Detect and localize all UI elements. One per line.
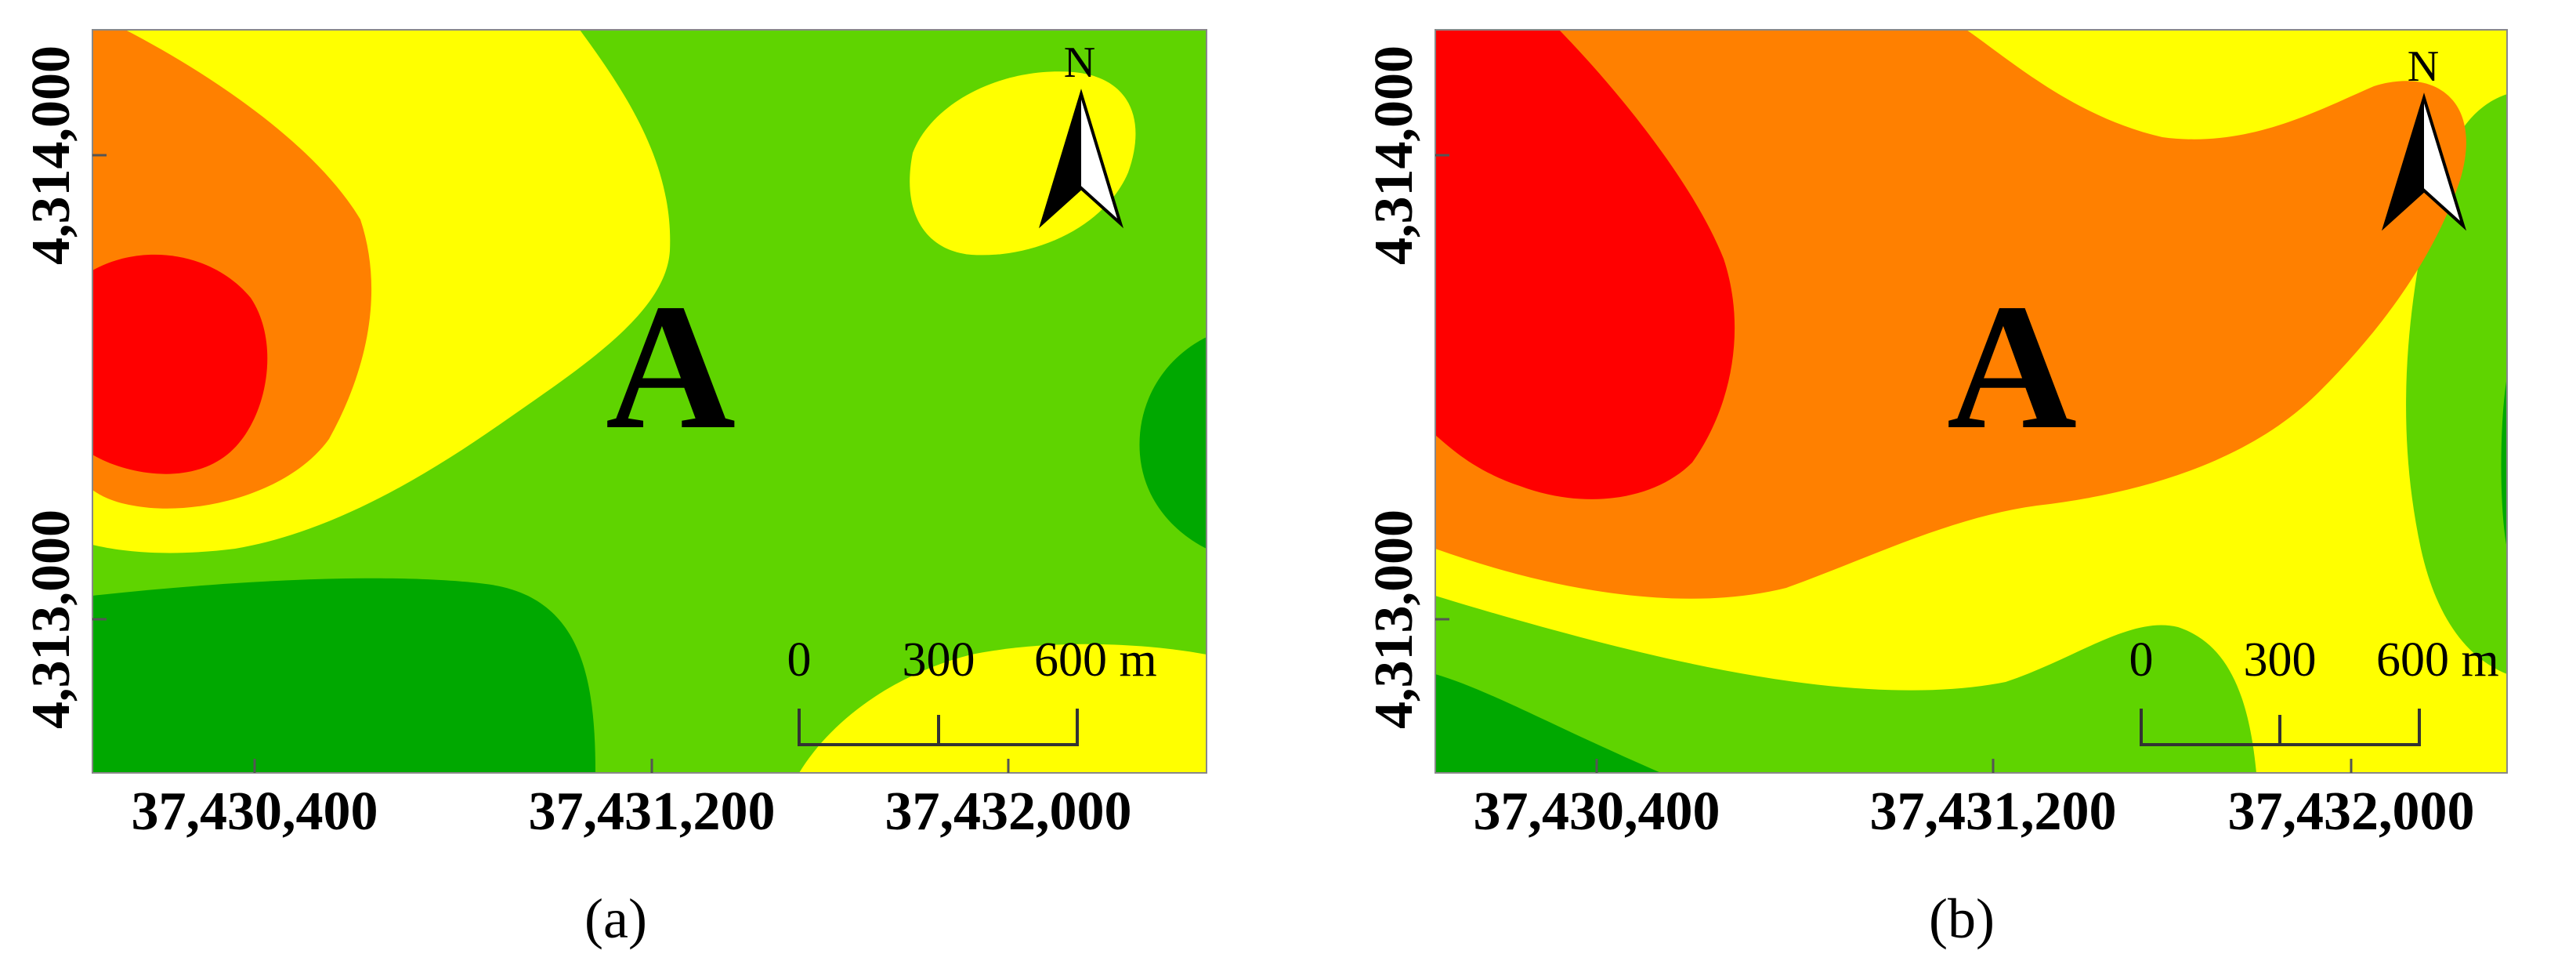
x-tick-label: 37,431,200 — [529, 781, 776, 842]
panel-a-x-ticks — [253, 759, 1010, 773]
zone-dark-green-right — [2501, 376, 2507, 549]
x-tick-label: 37,432,000 — [885, 781, 1132, 842]
panel-a-y-ticks — [92, 154, 107, 621]
zone-red — [92, 254, 268, 474]
y-tick-label: 4,314,000 — [21, 45, 81, 265]
zone-dark-green-right — [1139, 337, 1207, 549]
scale-bar: 0 300 600 m — [787, 633, 1157, 746]
north-arrow: N — [2381, 42, 2467, 231]
scale-label: 300 — [2244, 633, 2317, 687]
zone-dark-green-bottom — [92, 578, 595, 773]
panel-a-frame — [92, 29, 1207, 774]
panel-b: 37,430,400 37,431,200 37,432,000 4,314,0… — [1364, 29, 2508, 950]
site-label: A — [606, 267, 736, 466]
scale-bar-line — [798, 709, 1079, 746]
scale-bar-line — [2140, 709, 2421, 746]
scale-label: 300 — [903, 633, 975, 687]
north-arrow-fill-icon — [2385, 98, 2424, 226]
panel-label: (b) — [1929, 887, 1995, 950]
scale-bar: 0 300 600 m — [2129, 633, 2499, 746]
panel-a-map — [92, 30, 1207, 773]
panel-label: (a) — [584, 887, 647, 950]
panel-a: 37,430,400 37,431,200 37,432,000 4,314,0… — [21, 29, 1207, 950]
north-arrow: N — [1039, 38, 1123, 229]
north-label: N — [2408, 42, 2439, 91]
zone-yellow-bottom-right — [799, 644, 1207, 773]
y-tick-label: 4,313,000 — [1364, 510, 1424, 729]
x-tick-label: 37,430,400 — [1474, 781, 1720, 842]
scale-label: 0 — [2129, 633, 2154, 687]
scale-label: 0 — [787, 633, 812, 687]
y-tick-label: 4,313,000 — [21, 510, 81, 729]
zone-red — [1435, 30, 1735, 499]
x-tick-label: 37,430,400 — [132, 781, 378, 842]
scale-label: 600 m — [2376, 633, 2499, 687]
north-arrow-fill-icon — [1042, 94, 1081, 223]
panel-b-y-ticks — [1435, 154, 1449, 621]
panel-b-map — [1435, 30, 2507, 773]
scale-label: 600 m — [1034, 633, 1157, 687]
panel-b-x-ticks — [1595, 759, 2353, 773]
panel-b-frame — [1435, 29, 2508, 774]
north-label: N — [1064, 38, 1095, 87]
y-tick-label: 4,314,000 — [1364, 45, 1424, 265]
x-tick-label: 37,432,000 — [2228, 781, 2475, 842]
x-tick-label: 37,431,200 — [1870, 781, 2117, 842]
zone-dark-green-bottom-left — [1435, 674, 1661, 773]
site-label: A — [1947, 267, 2077, 466]
